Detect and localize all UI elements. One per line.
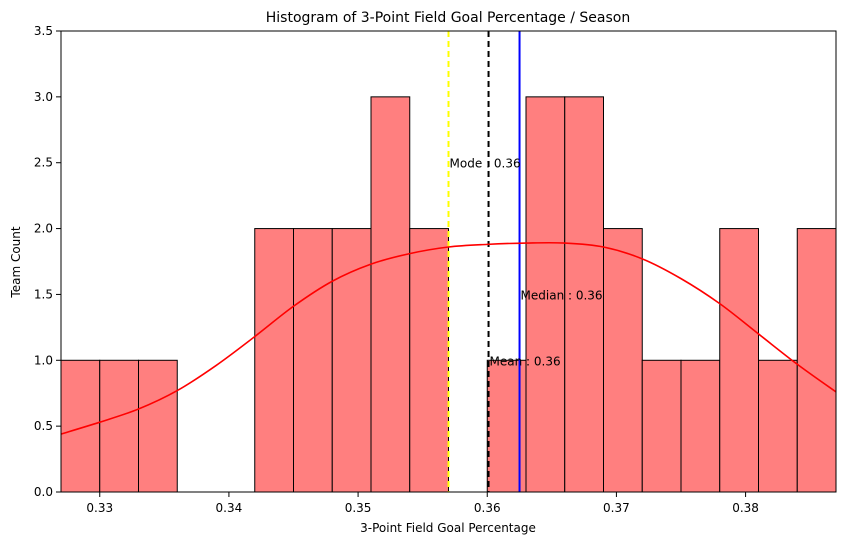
reference-lines bbox=[447, 31, 521, 492]
histogram-bar bbox=[796, 228, 837, 493]
kde-curve bbox=[60, 241, 837, 435]
y-tick-label: 2.5 bbox=[34, 156, 53, 170]
x-tick-label: 0.34 bbox=[216, 501, 243, 515]
y-tick-label: 1.5 bbox=[34, 287, 53, 301]
y-tick-label: 0.0 bbox=[34, 485, 53, 499]
histogram-bar bbox=[370, 96, 411, 493]
reference-line-labels: Mode : 0.36 Mean : 0.36 Median : 0.36 bbox=[450, 157, 603, 369]
y-tick-label: 3.5 bbox=[34, 24, 53, 38]
y-tick-label: 1.0 bbox=[34, 353, 53, 367]
y-tick-label: 0.5 bbox=[34, 419, 53, 433]
histogram-bar bbox=[525, 96, 566, 493]
y-tick-label: 2.0 bbox=[34, 222, 53, 236]
y-axis-label: Team Count bbox=[9, 226, 23, 298]
mode-label: Mode : 0.36 bbox=[450, 157, 521, 171]
histogram-bar bbox=[331, 228, 372, 493]
histogram-bar bbox=[719, 228, 759, 493]
histogram-bar bbox=[641, 359, 682, 493]
x-tick-label: 0.36 bbox=[474, 501, 501, 515]
x-tick-label: 0.37 bbox=[603, 501, 630, 515]
histogram-bar bbox=[680, 359, 721, 493]
histogram-bar bbox=[409, 228, 449, 493]
y-tick-label: 3.0 bbox=[34, 90, 53, 104]
histogram-bar bbox=[254, 228, 294, 493]
x-axis-label: 3-Point Field Goal Percentage bbox=[360, 521, 536, 535]
histogram-bar bbox=[99, 359, 139, 493]
median-label: Median : 0.36 bbox=[521, 288, 603, 302]
histogram-bar bbox=[758, 359, 798, 493]
histogram-bar bbox=[60, 359, 101, 493]
kde-curve-layer bbox=[60, 241, 837, 435]
chart-title: Histogram of 3-Point Field Goal Percenta… bbox=[266, 10, 630, 26]
mean-label: Mean : 0.36 bbox=[490, 354, 561, 368]
histogram-bar bbox=[603, 228, 643, 493]
x-axis: 0.33 0.34 0.35 0.36 0.37 0.38 bbox=[86, 492, 759, 515]
x-tick-label: 0.33 bbox=[86, 501, 113, 515]
x-tick-label: 0.38 bbox=[732, 501, 759, 515]
histogram-bar bbox=[138, 359, 178, 493]
histogram-bar bbox=[293, 228, 333, 493]
plot-frame bbox=[60, 30, 837, 493]
x-tick-label: 0.35 bbox=[345, 501, 372, 515]
y-axis: 0.0 0.5 1.0 1.5 2.0 2.5 3.0 3.5 bbox=[34, 24, 61, 499]
